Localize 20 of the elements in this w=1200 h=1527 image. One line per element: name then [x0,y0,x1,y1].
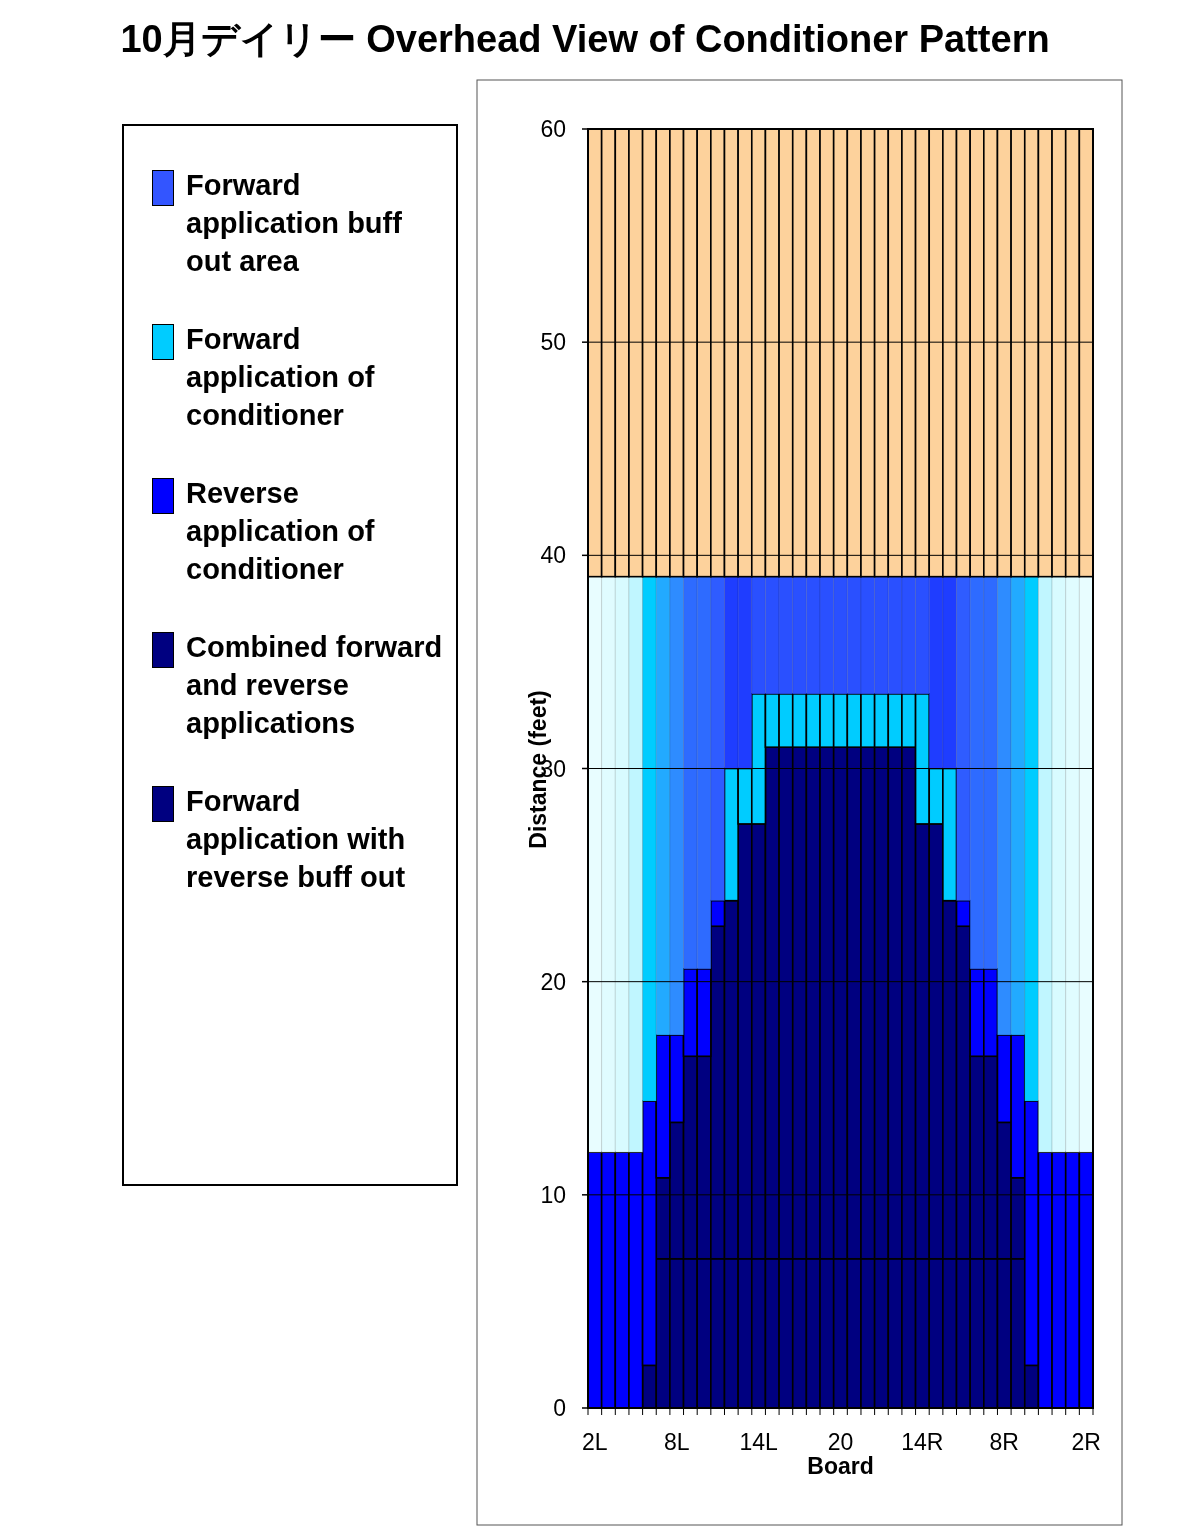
y-tick-label: 60 [540,116,566,142]
x-tick-label: 14R [901,1429,944,1455]
x-tick-label: 8L [663,1429,690,1455]
legend-label: Reverse application of conditioner [186,476,376,587]
legend-label: Combined forward and reverse applications [186,630,444,741]
chart-title: 10月デイリー Overhead View of Conditioner Pattern [119,17,1051,62]
x-tick-label: 2L [582,1429,608,1455]
y-tick-label: 0 [553,1395,566,1421]
x-tick-label: 8R [989,1429,1019,1455]
y-tick-label: 10 [540,1181,566,1208]
x-tick-label: 20 [827,1429,854,1455]
legend-label: Forward application of conditioner [186,322,376,433]
x-axis-title: Board [807,1453,874,1479]
legend-label: Forward application with reverse buff out [186,784,407,895]
y-tick-label: 50 [540,329,566,356]
x-tick-label: 14L [739,1429,778,1455]
y-tick-label: 40 [540,542,566,569]
x-tick-label: 2R [1071,1429,1101,1455]
y-tick-label: 20 [540,968,566,995]
legend-label: Forward application buff out area [186,168,403,279]
